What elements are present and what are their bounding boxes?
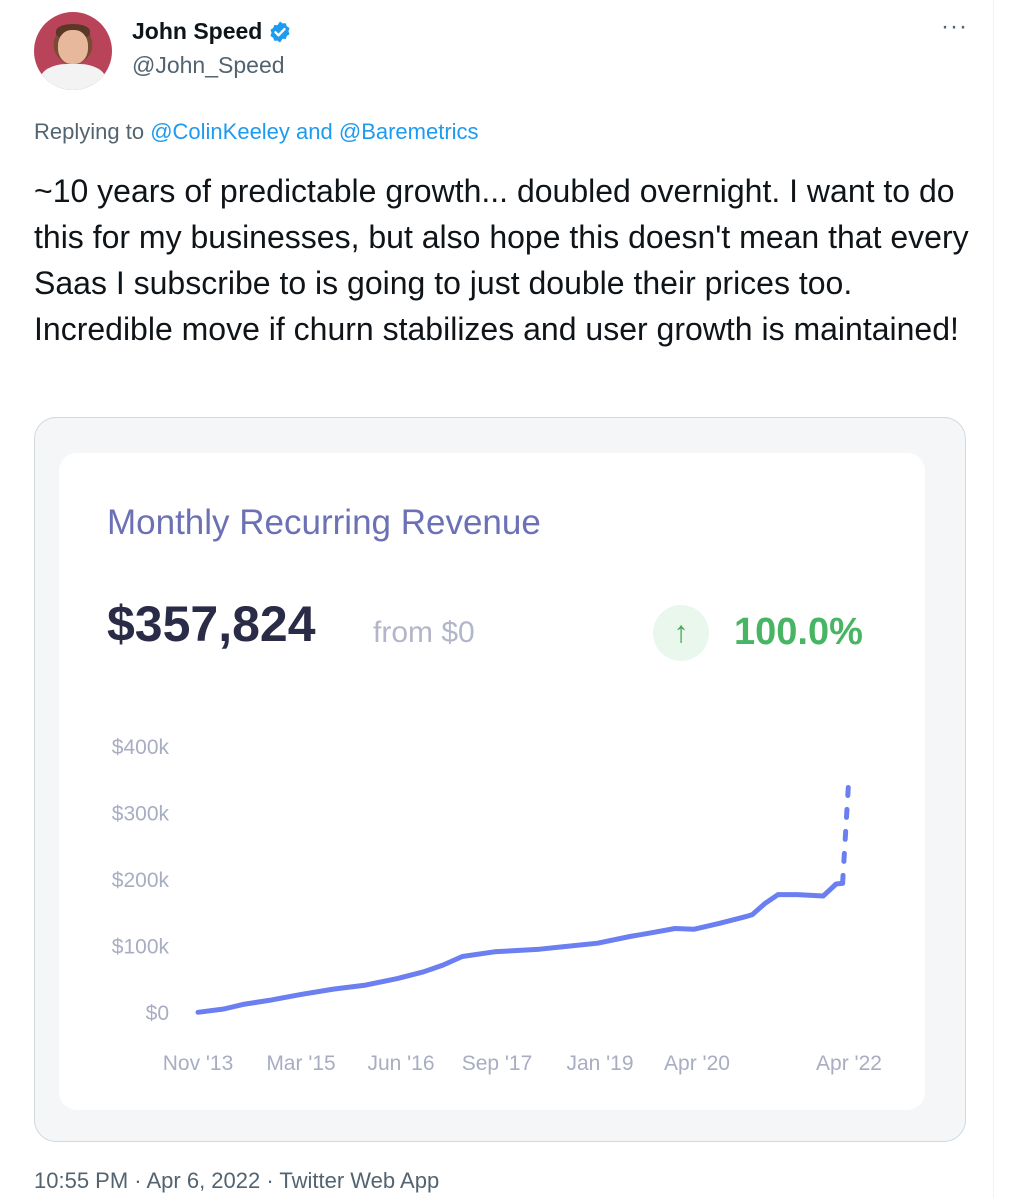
x-tick-label: Apr '22 <box>816 1052 882 1075</box>
mrr-line <box>195 880 846 1015</box>
x-tick-label: Jun '16 <box>367 1052 434 1075</box>
mrr-card: Monthly Recurring Revenue $357,824 from … <box>59 453 925 1110</box>
y-tick-label: $300k <box>112 803 170 826</box>
mrr-projection-line <box>840 772 852 886</box>
x-tick-label: Mar '15 <box>266 1052 335 1075</box>
handle[interactable]: @John_Speed <box>132 52 285 78</box>
avatar-shoulders <box>40 64 106 90</box>
verified-badge-icon <box>270 21 290 42</box>
x-tick-label: Nov '13 <box>163 1052 234 1075</box>
mrr-from: from $0 <box>373 616 475 649</box>
reply-context: Replying to @ColinKeeley and @Baremetric… <box>34 119 479 145</box>
mention-link-colinkeeley[interactable]: @ColinKeeley <box>150 119 290 144</box>
y-tick-label: $100k <box>112 936 170 959</box>
reply-and: and <box>289 119 339 144</box>
y-tick-label: $0 <box>146 1002 169 1025</box>
tweet-media[interactable]: Monthly Recurring Revenue $357,824 from … <box>34 417 966 1142</box>
more-options-icon[interactable]: ··· <box>941 13 968 40</box>
tweet-header: John Speed @John_Speed ··· <box>34 12 974 92</box>
x-tick-label: Sep '17 <box>462 1052 533 1075</box>
card-title: Monthly Recurring Revenue <box>107 503 541 542</box>
avatar-face <box>58 30 88 64</box>
y-tick-label: $200k <box>112 869 170 892</box>
mrr-line-chart: $400k $300k $200k $100k $0 Nov '13 Mar '15 Jun … <box>112 736 882 1075</box>
tweet-text: ~10 years of predictable growth... doubl… <box>34 173 969 347</box>
tweet-timestamp[interactable]: 10:55 PM · Apr 6, 2022 · Twitter Web App <box>34 1168 440 1193</box>
mrr-value: $357,824 <box>107 596 316 652</box>
timeline-divider <box>993 0 994 1198</box>
avatar[interactable] <box>34 12 112 90</box>
y-tick-label: $400k <box>112 736 170 759</box>
growth-percent: 100.0% <box>734 611 863 653</box>
mention-link-baremetrics[interactable]: @Baremetrics <box>338 119 479 144</box>
display-name[interactable]: John Speed <box>132 18 263 44</box>
up-arrow-icon: ↑ <box>653 605 709 661</box>
x-tick-label: Jan '19 <box>566 1052 633 1075</box>
x-tick-label: Apr '20 <box>664 1052 730 1075</box>
name-row: John Speed <box>132 18 292 45</box>
reply-prefix: Replying to <box>34 119 151 144</box>
